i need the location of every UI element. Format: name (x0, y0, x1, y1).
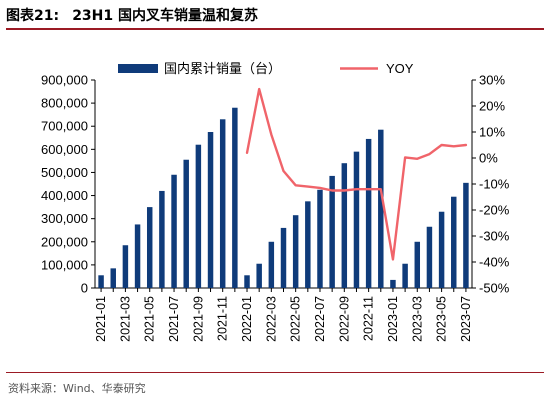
bar-2021-12 (232, 107, 238, 288)
bar-2021-05 (146, 207, 153, 288)
left-tick-label: 0 (81, 281, 88, 296)
bar-2022-05 (292, 215, 299, 288)
title-divider (6, 28, 544, 30)
left-tick-label: 700,000 (41, 119, 88, 134)
bar-2021-06 (159, 190, 165, 288)
left-tick-label: 400,000 (41, 188, 88, 203)
left-tick-label: 300,000 (41, 211, 88, 226)
x-tick-label: 2023-03 (410, 296, 424, 342)
bar-2022-07 (317, 189, 323, 288)
bar-2023-02 (402, 263, 408, 288)
bar-2021-09 (195, 144, 202, 288)
figure-title: 23H1 国内叉车销量温和复苏 (72, 8, 259, 24)
bar-2021-02 (110, 268, 116, 288)
x-tick-label: 2021-07 (167, 296, 181, 342)
bar-2022-06 (305, 201, 311, 288)
right-tick-label: 0% (479, 151, 498, 166)
x-tick-label: 2022-07 (313, 296, 327, 342)
x-tick-label: 2021-03 (118, 296, 132, 342)
left-tick-label: 100,000 (41, 257, 88, 272)
right-tick-label: -40% (479, 255, 510, 270)
bar-2022-11 (365, 138, 372, 288)
combo-chart: 0 100,000 200,000 300,000 400,000 500,000 600,… (41, 61, 510, 342)
right-tick-label: -10% (479, 177, 510, 192)
x-tick-label: 2022-05 (289, 296, 303, 342)
source-divider (6, 372, 544, 373)
bar-2021-07 (171, 174, 177, 288)
left-tick-label: 500,000 (41, 165, 88, 180)
bar-2023-05 (438, 211, 445, 288)
bar-2021-03 (122, 245, 129, 288)
bar-2022-12 (378, 129, 384, 288)
bar-2023-06 (451, 196, 457, 288)
x-tick-label: 2022-01 (240, 296, 254, 342)
bar-2021-04 (134, 224, 141, 288)
right-tick-label: -30% (479, 229, 510, 244)
x-tick-label: 2023-01 (386, 296, 400, 342)
bar-2022-01 (244, 275, 250, 288)
bar-2023-04 (426, 226, 433, 288)
x-tick-label: 2021-11 (216, 296, 230, 341)
right-tick-label: 30% (479, 73, 505, 88)
x-tick-label: 2023-07 (459, 296, 473, 342)
x-tick-label: 2021-09 (191, 296, 205, 342)
left-tick-label: 200,000 (41, 234, 88, 249)
figure-label: 图表21: (6, 8, 60, 24)
x-tick-label: 2022-03 (264, 296, 278, 342)
x-tick-label: 2022-09 (337, 296, 351, 342)
legend-line-label: YOY (386, 61, 414, 76)
left-tick-label: 800,000 (41, 96, 88, 111)
bar-2021-08 (183, 159, 189, 288)
right-tick-label: -20% (479, 203, 510, 218)
bar-2022-04 (280, 227, 287, 288)
bar-2023-07 (463, 182, 469, 288)
figure-title-row: 图表21: 23H1 国内叉车销量温和复苏 (6, 5, 544, 27)
bar-2021-01 (98, 275, 104, 288)
bar-2022-03 (268, 241, 275, 288)
right-tick-label: 20% (479, 99, 505, 114)
left-tick-label: 600,000 (41, 142, 88, 157)
bar-2022-08 (329, 175, 335, 288)
x-tick-label: 2023-05 (435, 296, 449, 342)
right-tick-label: 10% (479, 125, 505, 140)
x-tick-label: 2021-01 (94, 296, 108, 342)
bar-2022-02 (256, 263, 262, 288)
x-tick-label: 2022-11 (362, 296, 376, 341)
bar-2021-10 (207, 132, 214, 288)
legend-bar-label: 国内累计销量（台） (164, 61, 281, 77)
bar-2021-11 (219, 119, 226, 289)
left-tick-label: 900,000 (41, 73, 88, 88)
right-tick-label: -50% (479, 281, 510, 296)
legend-bar-swatch (118, 64, 158, 73)
source-note: 资料来源：Wind、华泰研究 (8, 382, 146, 395)
bar-2023-03 (414, 241, 421, 288)
bar-2023-01 (390, 279, 396, 288)
bar-2022-10 (353, 151, 360, 288)
x-tick-label: 2021-05 (143, 296, 157, 342)
bar-2022-09 (341, 163, 348, 288)
